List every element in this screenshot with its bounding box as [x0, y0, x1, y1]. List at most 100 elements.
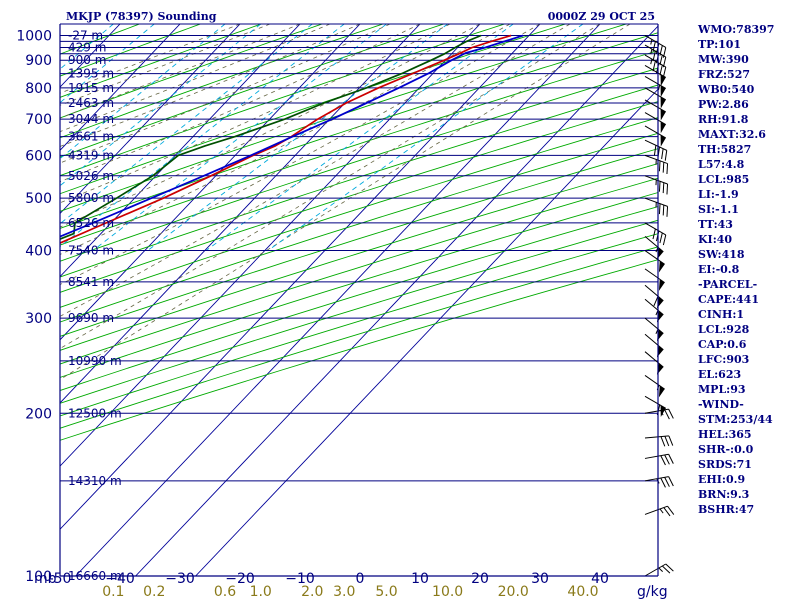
- height-label: 5026 m: [68, 169, 114, 183]
- sounding-index: RH:91.8: [698, 113, 749, 126]
- sounding-index: TT:43: [698, 218, 733, 231]
- dry-adiabat-line: [60, 101, 658, 293]
- moist-adiabat-line: [60, 24, 481, 228]
- dry-adiabat-line: [60, 206, 658, 391]
- height-label: 6526 m: [68, 216, 114, 230]
- moist-adiabat-line: [60, 24, 511, 255]
- pressure-tick-label: 600: [25, 148, 52, 164]
- dry-adiabat-line: [60, 84, 658, 278]
- sounding-index: BSHR:47: [698, 503, 755, 516]
- wind-barb: [644, 44, 667, 68]
- isotherm-line: [60, 24, 421, 404]
- sounding-index: HEL:365: [698, 428, 752, 441]
- mixing-ratio-line: [60, 24, 262, 187]
- mixing-ratio-tick-label: 20.0: [498, 584, 529, 600]
- sounding-indices-panel: WMO:78397 TP:101 MW:390 FRZ:527 WB0:540 PW:2.…: [698, 22, 774, 517]
- wind-barbs: [644, 35, 675, 577]
- sounding-index: TP:101: [698, 38, 742, 51]
- sounding-index: TH:5827: [698, 143, 752, 156]
- dry-adiabat-line: [60, 163, 658, 351]
- wind-barb: [644, 284, 664, 309]
- title-time: 0000Z 29 OCT 25: [548, 10, 655, 23]
- wind-barb: [644, 250, 665, 273]
- wind-barb: [644, 563, 674, 577]
- wind-barb: [644, 351, 664, 375]
- height-label: 10990 m: [68, 354, 122, 368]
- moist-adiabat-line: [60, 24, 421, 183]
- dry-adiabat-line: [60, 67, 658, 262]
- moist-adiabat-line: [60, 24, 451, 204]
- moist-adiabat-line: [60, 24, 361, 147]
- mixing-ratio-line: [60, 24, 114, 70]
- title-station: MKJP (78397) Sounding: [66, 10, 217, 23]
- wind-barb: [644, 75, 667, 98]
- height-label: 16660 m: [68, 569, 122, 583]
- mixing-ratio-tick-label: 10.0: [432, 584, 463, 600]
- pressure-tick-label: 500: [25, 191, 52, 207]
- pressure-tick-label: 400: [25, 244, 52, 260]
- sounding-index: EL:623: [698, 368, 742, 381]
- sounding-index: -WIND-: [698, 398, 744, 411]
- wind-barb: [644, 139, 668, 161]
- parcel-profile-line: [60, 34, 524, 238]
- background-lines: [60, 24, 658, 576]
- wind-barb: [644, 175, 669, 195]
- axis-labels: 0.1 0.2 0.6 1.0 2.0 3.0 5.0 10.0 20.0 40.01002003…: [16, 28, 609, 600]
- mixing-ratio-line: [60, 24, 313, 225]
- sounding-index: MAXT:32.6: [698, 128, 766, 141]
- wind-barb: [644, 435, 674, 447]
- isotherm-line: [60, 24, 181, 151]
- mixing-ratio-line: [60, 24, 155, 104]
- dewpoint-profile-line: [60, 34, 482, 240]
- sounding-index: WMO:78397: [698, 23, 775, 36]
- dry-adiabat-line: [60, 148, 658, 337]
- sounding-index: SW:418: [698, 248, 745, 261]
- wind-barb: [644, 87, 667, 109]
- mixing-ratio-tick-label: 0.6: [214, 584, 236, 600]
- dry-adiabat-line: [60, 24, 201, 77]
- moist-adiabat-line: [60, 24, 541, 286]
- isotherm-line: [60, 24, 241, 215]
- height-label: 1395 m: [68, 67, 114, 81]
- temperature-tick-label: -50: [49, 571, 72, 587]
- dry-adiabat-line: [60, 24, 444, 158]
- temperature-tick-label: −30: [165, 571, 195, 587]
- dry-adiabat-line: [60, 246, 658, 429]
- mixing-ratio-unit-label: g/kg: [637, 584, 668, 600]
- isotherm-line: [60, 24, 361, 341]
- moist-adiabat-line: [60, 24, 331, 133]
- isotherm-line: [60, 24, 61, 25]
- mixing-ratio-tick-label: 1.0: [250, 584, 272, 600]
- sounding-index: FRZ:527: [698, 68, 751, 81]
- dry-adiabat-line: [60, 259, 658, 441]
- sounding-index: CAP:0.6: [698, 338, 747, 351]
- height-label: 7540 m: [68, 244, 114, 258]
- wind-barb: [644, 197, 669, 217]
- height-label: 3044 m: [68, 112, 114, 126]
- sounding-index: LCL:928: [698, 323, 750, 336]
- sounding-index: WB0:540: [698, 83, 755, 96]
- temperature-tick-label: −40: [105, 571, 135, 587]
- dry-adiabat-line: [60, 32, 658, 229]
- sounding-index: EHI:0.9: [698, 473, 746, 486]
- mixing-ratio-line: [60, 24, 345, 248]
- mixing-ratio-tick-label: 0.1: [102, 584, 124, 600]
- sounding-index: LCL:985: [698, 173, 750, 186]
- wind-barb: [644, 317, 664, 342]
- wind-barb: [644, 125, 667, 147]
- sounding-index: EI:-0.8: [698, 263, 740, 276]
- mixing-ratio-tick-label: 5.0: [375, 584, 397, 600]
- sounding-index: CINH:1: [698, 308, 745, 321]
- dry-adiabat-line: [60, 24, 505, 177]
- temperature-tick-label: 30: [531, 571, 549, 587]
- dry-adiabat-line: [60, 24, 384, 139]
- sounding-index: LI:-1.9: [698, 188, 739, 201]
- dry-adiabat-line: [60, 24, 627, 212]
- pressure-tick-label: 1000: [16, 28, 52, 44]
- dry-adiabat-line: [60, 192, 658, 378]
- moist-adiabat-line: [60, 24, 301, 119]
- height-label: 4319 m: [68, 148, 114, 162]
- pressure-tick-label: 800: [25, 81, 52, 97]
- dry-adiabat-line: [60, 233, 658, 417]
- mixing-ratio-line: [92, 24, 387, 251]
